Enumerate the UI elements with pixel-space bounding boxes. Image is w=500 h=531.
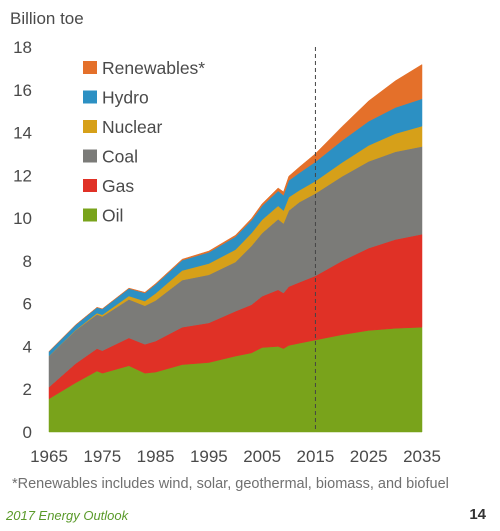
- y-tick-label: 4: [23, 337, 32, 356]
- legend-swatch: [83, 179, 97, 192]
- y-tick-label: 14: [13, 124, 32, 143]
- x-tick-label: 2005: [243, 447, 281, 466]
- legend-label: Oil: [102, 206, 123, 226]
- x-tick-label: 1965: [30, 447, 68, 466]
- stacked-areas: [48, 64, 423, 433]
- y-tick-label: 2: [23, 380, 32, 399]
- x-tick-label: 1995: [190, 447, 228, 466]
- legend-label: Nuclear: [102, 117, 162, 137]
- x-axis-ticks: 1965 1975 1985 1995 2005 2015 2025 2035: [30, 447, 441, 466]
- y-axis-ticks: 0 2 4 6 8 10 12 14 16 18: [13, 38, 32, 442]
- legend: Renewables* Hydro Nuclear Coal Gas Oil: [83, 58, 205, 226]
- y-axis-label: Billion toe: [10, 9, 84, 28]
- x-tick-label: 2035: [403, 447, 441, 466]
- legend-label: Renewables*: [102, 58, 205, 78]
- x-tick-label: 1975: [83, 447, 121, 466]
- legend-swatch: [83, 90, 97, 104]
- y-tick-label: 10: [13, 209, 32, 228]
- source-label: 2017 Energy Outlook: [6, 508, 129, 523]
- page-number: 14: [469, 506, 486, 523]
- area-renewables: [48, 64, 423, 353]
- legend-swatch: [83, 149, 97, 163]
- y-tick-label: 16: [13, 81, 32, 100]
- legend-label: Coal: [102, 147, 138, 167]
- x-tick-label: 2025: [350, 447, 388, 466]
- legend-swatch: [83, 208, 97, 222]
- legend-swatch: [83, 61, 97, 74]
- footnote: *Renewables includes wind, solar, geothe…: [12, 476, 449, 492]
- y-tick-label: 18: [13, 38, 32, 57]
- y-tick-label: 8: [23, 252, 32, 271]
- y-tick-label: 6: [23, 295, 32, 314]
- x-tick-label: 1985: [137, 447, 175, 466]
- x-tick-label: 2015: [297, 447, 335, 466]
- legend-label: Gas: [102, 176, 134, 196]
- y-tick-label: 0: [23, 423, 32, 442]
- legend-label: Hydro: [102, 88, 149, 108]
- legend-swatch: [83, 120, 97, 133]
- y-tick-label: 12: [13, 166, 32, 185]
